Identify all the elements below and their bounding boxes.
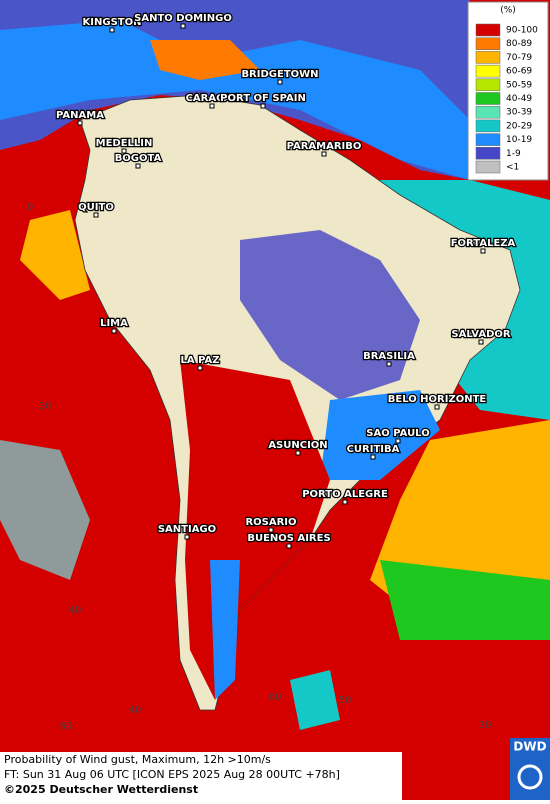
city-label: PORT OF SPAIN (220, 93, 306, 104)
legend-label: <1 (506, 163, 519, 173)
footer-copyright: ©2025 Deutscher Wetterdienst (4, 783, 198, 796)
footer (0, 752, 402, 800)
city-marker (93, 212, 99, 218)
legend-label: 10-19 (506, 135, 532, 145)
city-marker (321, 151, 327, 157)
city-marker (180, 23, 186, 29)
city-label: FORTALEZA (451, 238, 516, 249)
city-label: BOGOTA (115, 153, 162, 164)
city-label: SANTIAGO (158, 524, 216, 535)
north-field (150, 40, 260, 80)
grid-label: 60 (60, 721, 73, 732)
pacific-field (0, 440, 90, 580)
grid-label: 40 (129, 705, 142, 716)
legend-swatch (475, 51, 501, 64)
city-marker (111, 328, 117, 334)
city-marker (286, 543, 292, 549)
city-marker (295, 450, 301, 456)
legend-swatch (475, 37, 501, 50)
atlantic-field (380, 180, 550, 420)
legend-title: (%) (500, 6, 516, 16)
legend-swatch (475, 23, 501, 37)
city-label: SANTO DOMINGO (134, 13, 232, 24)
city-label: BUENOS AIRES (247, 533, 330, 544)
land-field (240, 230, 420, 400)
city-marker (480, 248, 486, 254)
pacific-field (20, 210, 90, 300)
city-label: CARACAS (186, 93, 239, 104)
legend-swatch (475, 133, 501, 146)
city-label: PORTO ALEGRE (302, 489, 388, 500)
city-marker (370, 454, 376, 460)
city-label: BRIDGETOWN (241, 69, 318, 80)
city-label: BELO HORIZONTE (388, 394, 487, 405)
legend-label: 1-9 (506, 149, 521, 159)
legend-swatch (475, 119, 501, 133)
city-label: MEDELLIN (96, 138, 153, 149)
grid-label: 20 (39, 401, 52, 412)
city-marker (209, 103, 215, 109)
city-label: LIMA (100, 318, 128, 329)
north-field (0, 20, 470, 180)
land-field (320, 390, 440, 480)
legend-label: 30-39 (506, 108, 532, 118)
city-marker (197, 365, 203, 371)
grid-label: 60 (269, 692, 282, 703)
ocean-field (290, 670, 340, 730)
grid-label: 0 (27, 202, 33, 213)
legend-swatch (475, 78, 501, 92)
legend-label: 80-89 (506, 39, 532, 49)
city-label: KINGSTON (83, 17, 142, 28)
atlantic-field (380, 560, 550, 640)
city-marker (121, 148, 127, 154)
city-label: CURITIBA (347, 444, 400, 455)
city-marker (260, 103, 266, 109)
city-marker (268, 527, 274, 533)
city-marker (434, 404, 440, 410)
city-label: PARAMARIBO (287, 141, 362, 152)
legend-label: 90-100 (506, 26, 538, 36)
legend-swatch (475, 147, 501, 160)
legend-label: 20-29 (506, 121, 532, 131)
city-label: PANAMA (56, 110, 104, 121)
city-marker (277, 79, 283, 85)
footer-forecast: FT: Sun 31 Aug 06 UTC [ICON EPS 2025 Aug… (4, 768, 340, 781)
legend-label: 50-59 (506, 80, 532, 90)
logo-icon (517, 764, 543, 790)
legend-label: 60-69 (506, 67, 532, 77)
grid-label: 30 (479, 720, 492, 731)
city-marker (77, 120, 83, 126)
grid-label: 40 (69, 605, 82, 616)
city-marker (342, 499, 348, 505)
legend-label: 40-49 (506, 94, 532, 104)
city-label: SALVADOR (451, 329, 511, 340)
city-label: ASUNCION (268, 440, 327, 451)
legend-swatch (475, 92, 501, 105)
city-marker (386, 361, 392, 367)
grid-label: 50 (339, 695, 352, 706)
city-label: LA PAZ (181, 355, 220, 366)
city-marker (478, 339, 484, 345)
city-marker (135, 163, 141, 169)
city-label: ROSARIO (245, 517, 296, 528)
city-label: BRASILIA (363, 351, 415, 362)
city-label: SAO PAULO (366, 428, 429, 439)
city-marker (395, 438, 401, 444)
city-marker (109, 27, 115, 33)
city-marker (184, 534, 190, 540)
city-label: QUITO (78, 202, 114, 213)
logo-text: DWD (513, 740, 546, 754)
legend-label: 70-79 (506, 53, 532, 63)
legend-swatch (475, 160, 501, 174)
land-field (210, 560, 240, 700)
legend-swatch (475, 105, 501, 119)
footer-title: Probability of Wind gust, Maximum, 12h >… (4, 753, 271, 766)
logo (510, 738, 550, 800)
legend-swatch (475, 64, 501, 78)
